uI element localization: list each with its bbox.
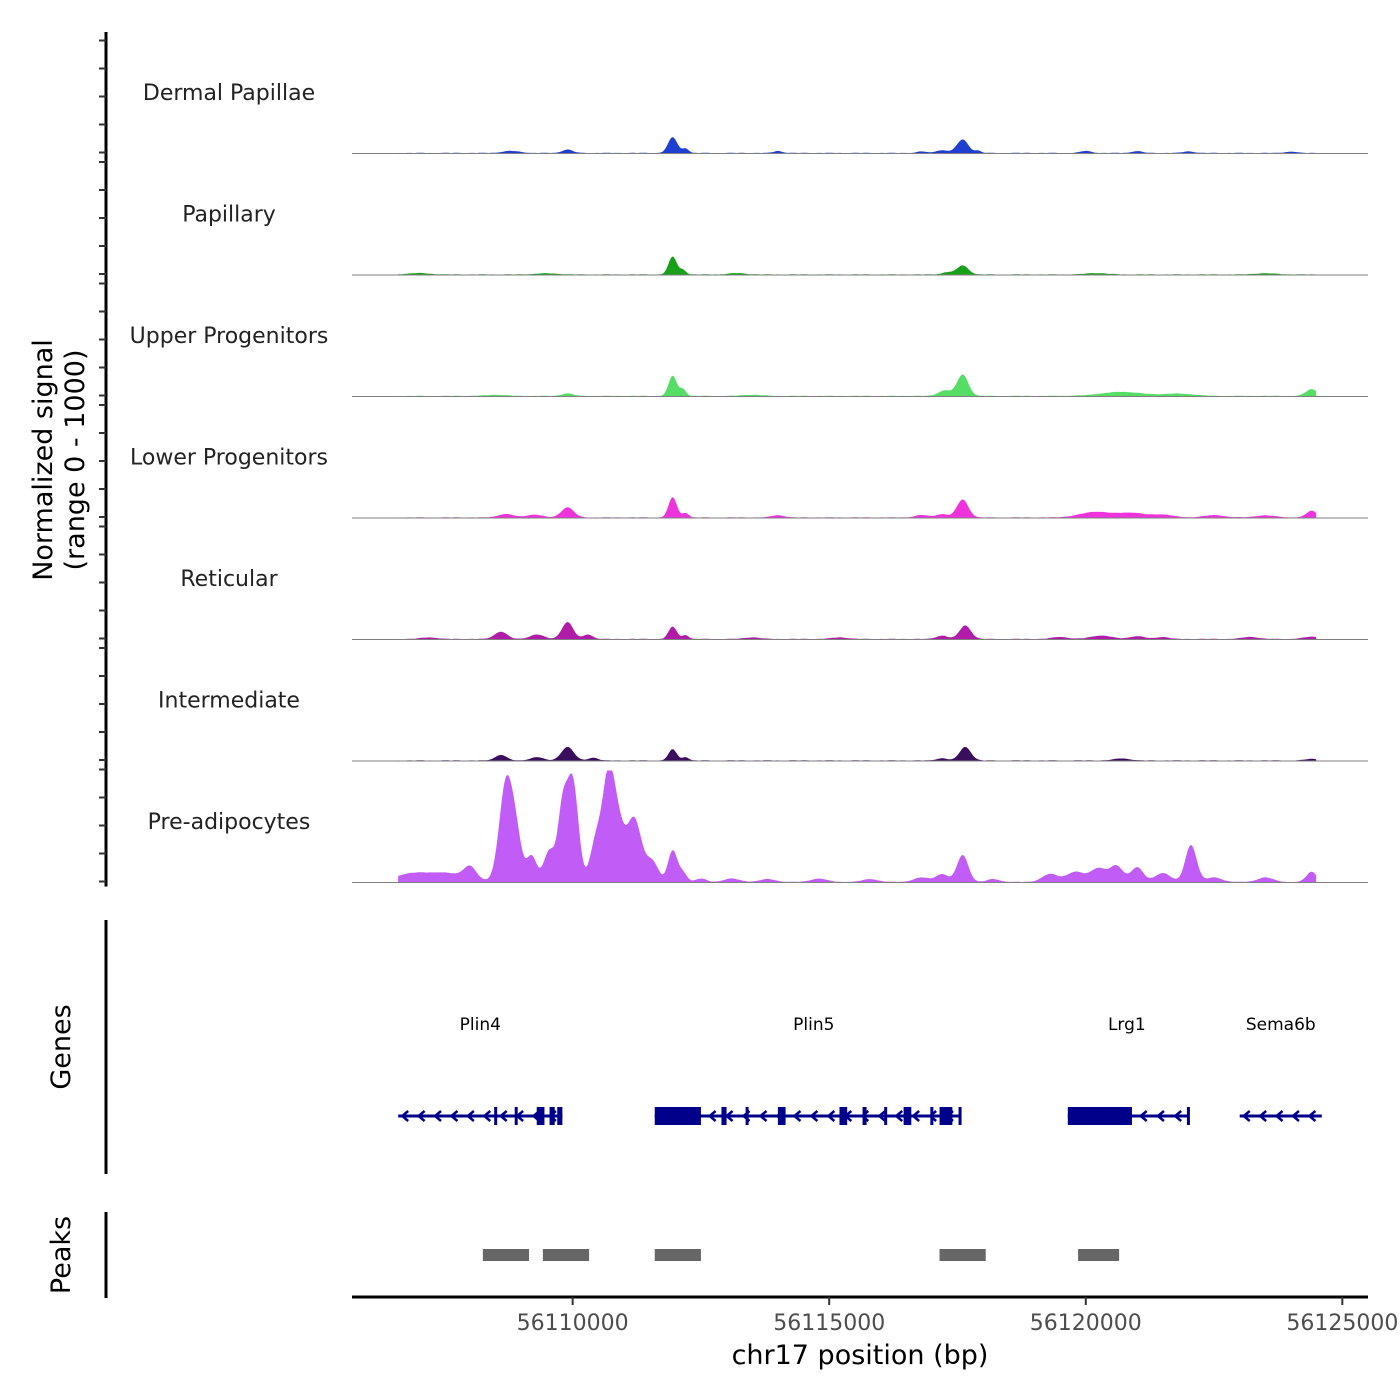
track-dermal-papillae: Dermal Papillae — [143, 81, 1368, 154]
track-lower-progenitors: Lower Progenitors — [130, 446, 1368, 519]
strand-chevron — [416, 1110, 426, 1122]
gene-exon — [939, 1107, 953, 1125]
gene-plin5: Plin5 — [654, 1015, 962, 1125]
signal-area — [398, 746, 1317, 761]
x-axis-title: chr17 position (bp) — [732, 1340, 989, 1371]
strand-chevron — [465, 1110, 475, 1122]
track-label: Reticular — [180, 567, 278, 592]
peaks-track — [482, 1249, 1120, 1261]
strand-chevron — [400, 1110, 409, 1122]
genes-track-label: Genes — [46, 1004, 77, 1089]
track-upper-progenitors: Upper Progenitors — [130, 324, 1368, 397]
strand-chevron — [1155, 1110, 1165, 1122]
strand-chevron — [894, 1110, 904, 1122]
strand-chevron — [792, 1110, 802, 1122]
strand-chevron — [928, 1110, 937, 1122]
track-label: Pre-adipocytes — [148, 810, 311, 835]
gene-exon — [549, 1107, 555, 1125]
peak-region — [482, 1249, 530, 1261]
strand-chevron — [449, 1110, 459, 1122]
x-axis: 56110000 56115000 56120000 56125000 — [352, 1295, 1398, 1336]
signal-y-axis-subtitle: (range 0 - 1000) — [60, 350, 91, 571]
signal-y-axis-title: Normalized signal — [28, 339, 59, 581]
genes-track: Plin4 Plin5 Lrg1 Sema6b — [398, 1015, 1322, 1125]
signal-area — [398, 497, 1317, 518]
peak-region — [542, 1249, 590, 1261]
signal-area — [398, 137, 1317, 154]
gene-label: Sema6b — [1246, 1015, 1316, 1035]
strand-chevron — [433, 1110, 442, 1122]
strand-chevron — [724, 1110, 734, 1122]
strand-chevron — [707, 1110, 717, 1122]
track-reticular: Reticular — [180, 567, 1368, 640]
gene-label: Plin4 — [460, 1015, 501, 1035]
strand-chevron — [1307, 1110, 1317, 1122]
strand-chevron — [1173, 1110, 1182, 1122]
signal-area — [398, 374, 1317, 397]
x-axis-tick-label: 56115000 — [773, 1311, 885, 1336]
strand-chevron — [877, 1110, 887, 1122]
gene-exon — [777, 1107, 786, 1125]
strand-chevron — [809, 1110, 819, 1122]
track-label: Lower Progenitors — [130, 446, 328, 471]
gene-label: Lrg1 — [1108, 1015, 1146, 1035]
signal-area — [398, 770, 1317, 883]
x-axis-tick-label: 56125000 — [1286, 1311, 1398, 1336]
track-papillary: Papillary — [182, 203, 1368, 276]
peak-region — [654, 1249, 701, 1261]
gene-exon — [839, 1107, 848, 1125]
gene-exon — [557, 1107, 563, 1125]
track-label: Dermal Papillae — [143, 81, 315, 106]
track-intermediate: Intermediate — [158, 689, 1368, 762]
strand-chevron — [1274, 1110, 1284, 1122]
gene-exon — [903, 1107, 912, 1125]
track-label: Papillary — [182, 203, 276, 228]
strand-chevron — [482, 1110, 492, 1122]
strand-chevron — [826, 1110, 836, 1122]
gene-plin4: Plin4 — [398, 1015, 563, 1125]
peak-region — [939, 1249, 986, 1261]
gene-label: Plin5 — [793, 1015, 834, 1035]
signal-area — [398, 622, 1317, 640]
signal-area — [398, 256, 1317, 275]
gene-exon — [862, 1107, 867, 1125]
y-axis-title-line-1: Normalized signal — [28, 339, 59, 581]
gene-exon — [721, 1107, 727, 1125]
track-label: Upper Progenitors — [130, 324, 329, 349]
gene-lrg1: Lrg1 — [1067, 1015, 1190, 1125]
signal-tracks: Dermal Papillae Papillary Upper Progenitor… — [130, 81, 1368, 883]
x-axis-tick-label: 56120000 — [1030, 1311, 1142, 1336]
signal-y-axis — [99, 32, 108, 887]
peak-region — [1078, 1249, 1120, 1261]
strand-chevron — [1258, 1110, 1267, 1122]
strand-chevron — [1138, 1110, 1148, 1122]
gene-exon — [536, 1107, 545, 1125]
gene-exon — [654, 1107, 701, 1125]
peaks-track-label: Peaks — [46, 1216, 77, 1294]
x-axis-tick-label: 56110000 — [517, 1311, 629, 1336]
strand-chevron — [911, 1110, 920, 1122]
strand-chevron — [498, 1110, 508, 1122]
strand-chevron — [1241, 1110, 1251, 1122]
y-axis-title-line-2: (range 0 - 1000) — [60, 350, 91, 571]
track-label: Intermediate — [158, 689, 300, 714]
gene-exon — [1067, 1107, 1132, 1125]
track-pre-adipocytes: Pre-adipocytes — [148, 770, 1368, 883]
strand-chevron — [1291, 1110, 1300, 1122]
strand-chevron — [758, 1110, 768, 1122]
gene-sema6b: Sema6b — [1239, 1015, 1322, 1122]
